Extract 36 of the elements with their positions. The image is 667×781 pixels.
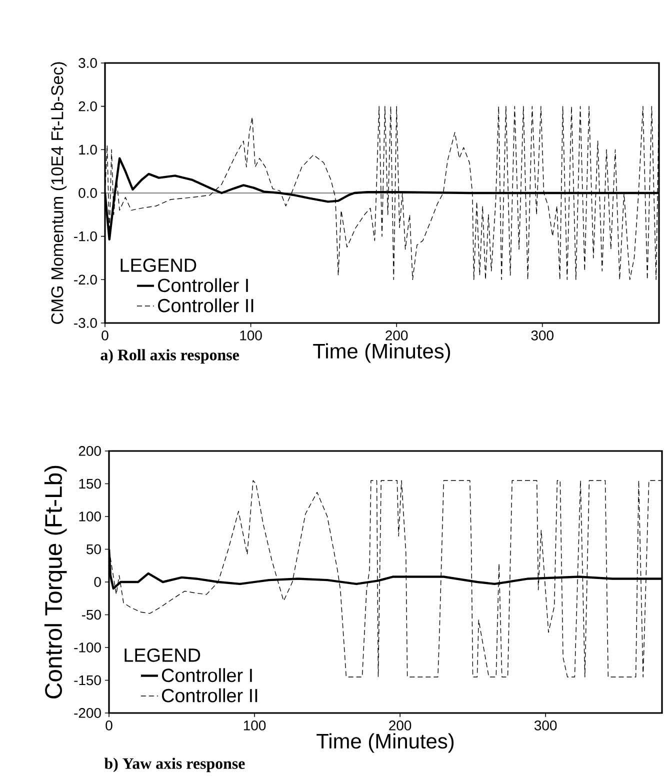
x-tick-label: 0	[106, 720, 112, 730]
x-tick-label: 300	[531, 330, 554, 340]
y-tick-label: 150	[79, 478, 101, 489]
y-tick-label: 50	[86, 544, 101, 554]
y-axis-title: CMG Momentum (10E4 Ft-Lb-Sec)	[50, 62, 67, 324]
text: b) Yaw axis response	[104, 758, 245, 772]
x-tick-label: 200	[386, 330, 408, 340]
y-tick-label: -1.0	[74, 231, 97, 242]
x-axis-title: Time (Minutes)	[313, 343, 450, 363]
x-tick-label: 100	[240, 330, 262, 340]
x-tick-label: 200	[389, 720, 412, 730]
y-tick-label: 200	[78, 446, 101, 456]
y-tick-label: 3.0	[78, 58, 97, 68]
y-tick-label: 0	[94, 577, 101, 587]
y-tick-label: -100	[74, 642, 101, 652]
legend-label: Controller I	[162, 668, 252, 682]
legend-title: LEGEND	[124, 648, 200, 662]
legend-label: Controller I	[158, 278, 248, 292]
y-tick-label: -2.0	[74, 274, 97, 285]
legend-label: Controller II	[162, 688, 258, 702]
y-tick-label: 100	[79, 512, 101, 522]
legend-label: Controller II	[158, 298, 254, 312]
x-tick-label: 100	[244, 720, 266, 730]
y-tick-label: -50	[82, 610, 101, 620]
y-tick-label: 1.0	[79, 144, 97, 155]
x-tick-label: 0	[102, 330, 108, 340]
text: a) Roll axis response	[100, 349, 239, 364]
x-axis-title: Time (Minutes)	[316, 733, 454, 753]
legend-title: LEGEND	[120, 258, 196, 272]
y-tick-label: -200	[74, 708, 101, 718]
y-tick-label: 2.0	[78, 101, 97, 112]
y-tick-label: -3.0	[74, 318, 97, 328]
y-tick-label: 0.0	[78, 188, 97, 198]
y-tick-label: -150	[74, 675, 101, 686]
x-tick-label: 300	[534, 720, 557, 730]
y-axis-title: Control Torque (Ft-Lb)	[44, 466, 67, 698]
